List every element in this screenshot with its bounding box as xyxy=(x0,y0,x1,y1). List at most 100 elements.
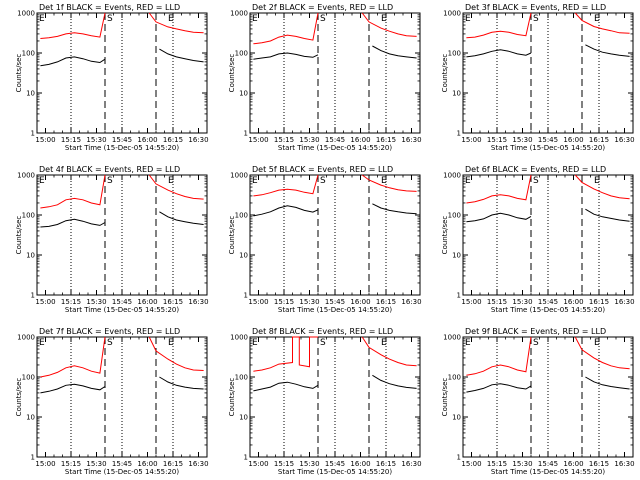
x-tick-label: 15:30 xyxy=(299,460,319,468)
y-tick-label: 1 xyxy=(457,292,461,300)
x-tick-label: 15:45 xyxy=(112,298,132,306)
x-tick-label: 16:30 xyxy=(401,136,421,144)
y-axis-label: Counts/sec xyxy=(441,54,449,93)
events-series-line xyxy=(466,208,630,223)
y-axis-label: Counts/sec xyxy=(441,216,449,255)
detector-panel: Det 3f BLACK = Events, RED = LLD 1 10 100 10… xyxy=(441,3,635,152)
x-tick-label: 16:00 xyxy=(350,460,370,468)
panel-title: Det 1f BLACK = Events, RED = LLD xyxy=(39,3,180,12)
y-tick-label: 1000 xyxy=(230,172,248,180)
end-marker-label: E xyxy=(168,14,174,24)
end-marker-label: E xyxy=(594,338,600,348)
x-tick-label: 15:45 xyxy=(538,460,558,468)
x-tick-label: 16:00 xyxy=(563,298,583,306)
lld-series-line xyxy=(253,336,417,372)
x-tick-label: 15:30 xyxy=(86,460,106,468)
x-tick-label: 16:30 xyxy=(188,136,208,144)
y-tick-label: 1000 xyxy=(17,172,35,180)
x-tick-label: 16:00 xyxy=(563,136,583,144)
saa-marker-label: S xyxy=(107,176,113,186)
x-tick-label: 15:00 xyxy=(461,136,481,144)
detector-panel: Det 1f BLACK = Events, RED = LLD 1 10 100 10… xyxy=(15,3,209,152)
x-axis-label: Start Time (15-Dec-05 14:55:20) xyxy=(65,468,179,476)
x-tick-label: 15:00 xyxy=(248,460,268,468)
x-tick-label: 15:30 xyxy=(86,298,106,306)
saa-marker-label: S xyxy=(533,338,539,348)
lld-series-line xyxy=(466,336,630,376)
saa-marker-label: S xyxy=(320,14,326,24)
y-tick-label: 10 xyxy=(452,252,461,260)
end-marker-label: E xyxy=(168,338,174,348)
lld-series-line xyxy=(253,174,417,197)
y-tick-label: 10 xyxy=(26,90,35,98)
saa-marker-label: S xyxy=(320,338,326,348)
y-tick-label: 10 xyxy=(26,414,35,422)
x-tick-label: 16:00 xyxy=(350,136,370,144)
x-axis-label: Start Time (15-Dec-05 14:55:20) xyxy=(65,306,179,314)
x-tick-label: 16:15 xyxy=(163,136,183,144)
x-tick-label: 15:30 xyxy=(512,298,532,306)
y-axis-label: Counts/sec xyxy=(228,378,236,417)
events-series-line xyxy=(253,203,417,217)
x-tick-label: 16:30 xyxy=(401,460,421,468)
y-axis-label: Counts/sec xyxy=(15,378,23,417)
x-axis-label: Start Time (15-Dec-05 14:55:20) xyxy=(278,306,392,314)
x-tick-label: 15:00 xyxy=(35,136,55,144)
x-tick-label: 15:45 xyxy=(325,460,345,468)
detector-panel: Det 6f BLACK = Events, RED = LLD 1 10 100 10… xyxy=(441,165,635,314)
x-tick-label: 15:45 xyxy=(325,136,345,144)
x-tick-label: 16:30 xyxy=(614,136,634,144)
x-tick-label: 15:30 xyxy=(86,136,106,144)
start-marker-label: E xyxy=(252,14,258,24)
y-tick-label: 1 xyxy=(31,292,35,300)
x-tick-label: 15:00 xyxy=(248,136,268,144)
detector-panel: Det 5f BLACK = Events, RED = LLD 1 10 100 10… xyxy=(228,165,422,314)
y-tick-label: 1 xyxy=(457,454,461,462)
y-tick-label: 1 xyxy=(31,454,35,462)
x-tick-label: 15:00 xyxy=(248,298,268,306)
y-tick-label: 1000 xyxy=(443,334,461,342)
y-tick-label: 1 xyxy=(244,292,248,300)
lld-series-line xyxy=(466,12,630,39)
start-marker-label: E xyxy=(39,176,45,186)
y-tick-label: 10 xyxy=(452,414,461,422)
panel-title: Det 6f BLACK = Events, RED = LLD xyxy=(465,165,606,174)
x-tick-label: 15:15 xyxy=(274,460,294,468)
x-tick-label: 15:00 xyxy=(461,298,481,306)
x-tick-label: 15:15 xyxy=(61,460,81,468)
x-axis-label: Start Time (15-Dec-05 14:55:20) xyxy=(278,144,392,152)
x-axis-label: Start Time (15-Dec-05 14:55:20) xyxy=(491,468,605,476)
panel-title: Det 8f BLACK = Events, RED = LLD xyxy=(252,327,393,336)
y-tick-label: 1000 xyxy=(17,10,35,18)
y-tick-label: 100 xyxy=(22,374,35,382)
y-axis-label: Counts/sec xyxy=(441,378,449,417)
x-tick-label: 16:00 xyxy=(137,460,157,468)
x-tick-label: 16:15 xyxy=(589,298,609,306)
detector-panel: Det 2f BLACK = Events, RED = LLD 1 10 100 10… xyxy=(228,3,422,152)
y-tick-label: 10 xyxy=(26,252,35,260)
start-marker-label: E xyxy=(252,176,258,186)
detector-panel: Det 9f BLACK = Events, RED = LLD 1 10 100 10… xyxy=(441,327,635,476)
saa-marker-label: S xyxy=(320,176,326,186)
x-tick-label: 15:30 xyxy=(299,298,319,306)
y-tick-label: 1 xyxy=(244,454,248,462)
panel-title: Det 5f BLACK = Events, RED = LLD xyxy=(252,165,393,174)
x-tick-label: 16:15 xyxy=(163,298,183,306)
x-tick-label: 16:30 xyxy=(614,460,634,468)
events-series-line xyxy=(466,376,630,393)
x-axis-label: Start Time (15-Dec-05 14:55:20) xyxy=(278,468,392,476)
x-tick-label: 16:15 xyxy=(589,460,609,468)
saa-marker-label: S xyxy=(533,176,539,186)
y-tick-label: 1 xyxy=(31,130,35,138)
y-tick-label: 1 xyxy=(457,130,461,138)
x-axis-label: Start Time (15-Dec-05 14:55:20) xyxy=(491,306,605,314)
lld-series-line xyxy=(40,174,204,209)
lld-series-line xyxy=(40,12,204,39)
x-tick-label: 15:15 xyxy=(61,136,81,144)
y-tick-label: 100 xyxy=(235,212,248,220)
x-tick-label: 16:15 xyxy=(376,136,396,144)
x-tick-label: 15:45 xyxy=(325,298,345,306)
x-tick-label: 16:00 xyxy=(137,136,157,144)
lld-series-line xyxy=(253,12,417,45)
y-axis-label: Counts/sec xyxy=(228,54,236,93)
